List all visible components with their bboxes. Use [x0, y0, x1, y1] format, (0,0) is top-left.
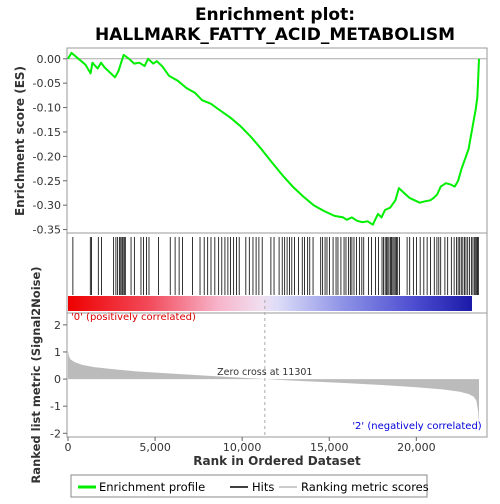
- metric-ytick-label: -2: [50, 427, 61, 440]
- x-tick-label: 20,000: [397, 441, 436, 454]
- legend-label-ranking-metric: Ranking metric scores: [301, 480, 429, 494]
- es-ytick-label: -0.25: [33, 175, 61, 188]
- es-ytick-label: -0.20: [33, 150, 61, 163]
- x-axis-label: Rank in Ordered Dataset: [193, 454, 361, 468]
- legend-box: [70, 474, 428, 498]
- es-ylabel: Enrichment score (ES): [13, 66, 27, 216]
- zero-cross-label: Zero cross at 11301: [217, 367, 312, 378]
- es-ytick-label: -0.35: [33, 224, 61, 237]
- es-panel-frame: [66, 47, 488, 234]
- legend-label-enrichment-profile: Enrichment profile: [99, 480, 205, 494]
- ranking-color-bar: [68, 296, 472, 311]
- legend-label-hits: Hits: [252, 480, 274, 494]
- es-ytick-label: 0.00: [37, 53, 62, 66]
- negative-correlation-label: '2' (negatively correlated): [352, 421, 481, 432]
- positive-correlation-label: '0' (positively correlated): [71, 312, 196, 323]
- es-ytick-label: -0.05: [33, 77, 61, 90]
- hits-group: [72, 237, 479, 295]
- enrichment-profile-line: [67, 51, 480, 226]
- chart-title-line2: HALLMARK_FATTY_ACID_METABOLISM: [95, 25, 455, 45]
- metric-ytick-label: 2: [54, 319, 61, 332]
- es-ytick-label: -0.10: [33, 102, 61, 115]
- x-tick-label: 5,000: [139, 441, 171, 454]
- metric-ytick-label: 0: [54, 373, 61, 386]
- es-ytick-label: -0.15: [33, 126, 61, 139]
- metric-ytick-label: -1: [50, 400, 61, 413]
- metric-ytick-label: 1: [54, 346, 61, 359]
- x-tick-label: 0: [65, 441, 72, 454]
- x-tick-label: 15,000: [310, 441, 349, 454]
- chart-title-line1: Enrichment plot:: [195, 5, 355, 25]
- es-ytick-label: -0.30: [33, 199, 61, 212]
- x-tick-label: 10,000: [223, 441, 262, 454]
- metric-ylabel: Ranked list metric (Signal2Noise): [29, 266, 43, 483]
